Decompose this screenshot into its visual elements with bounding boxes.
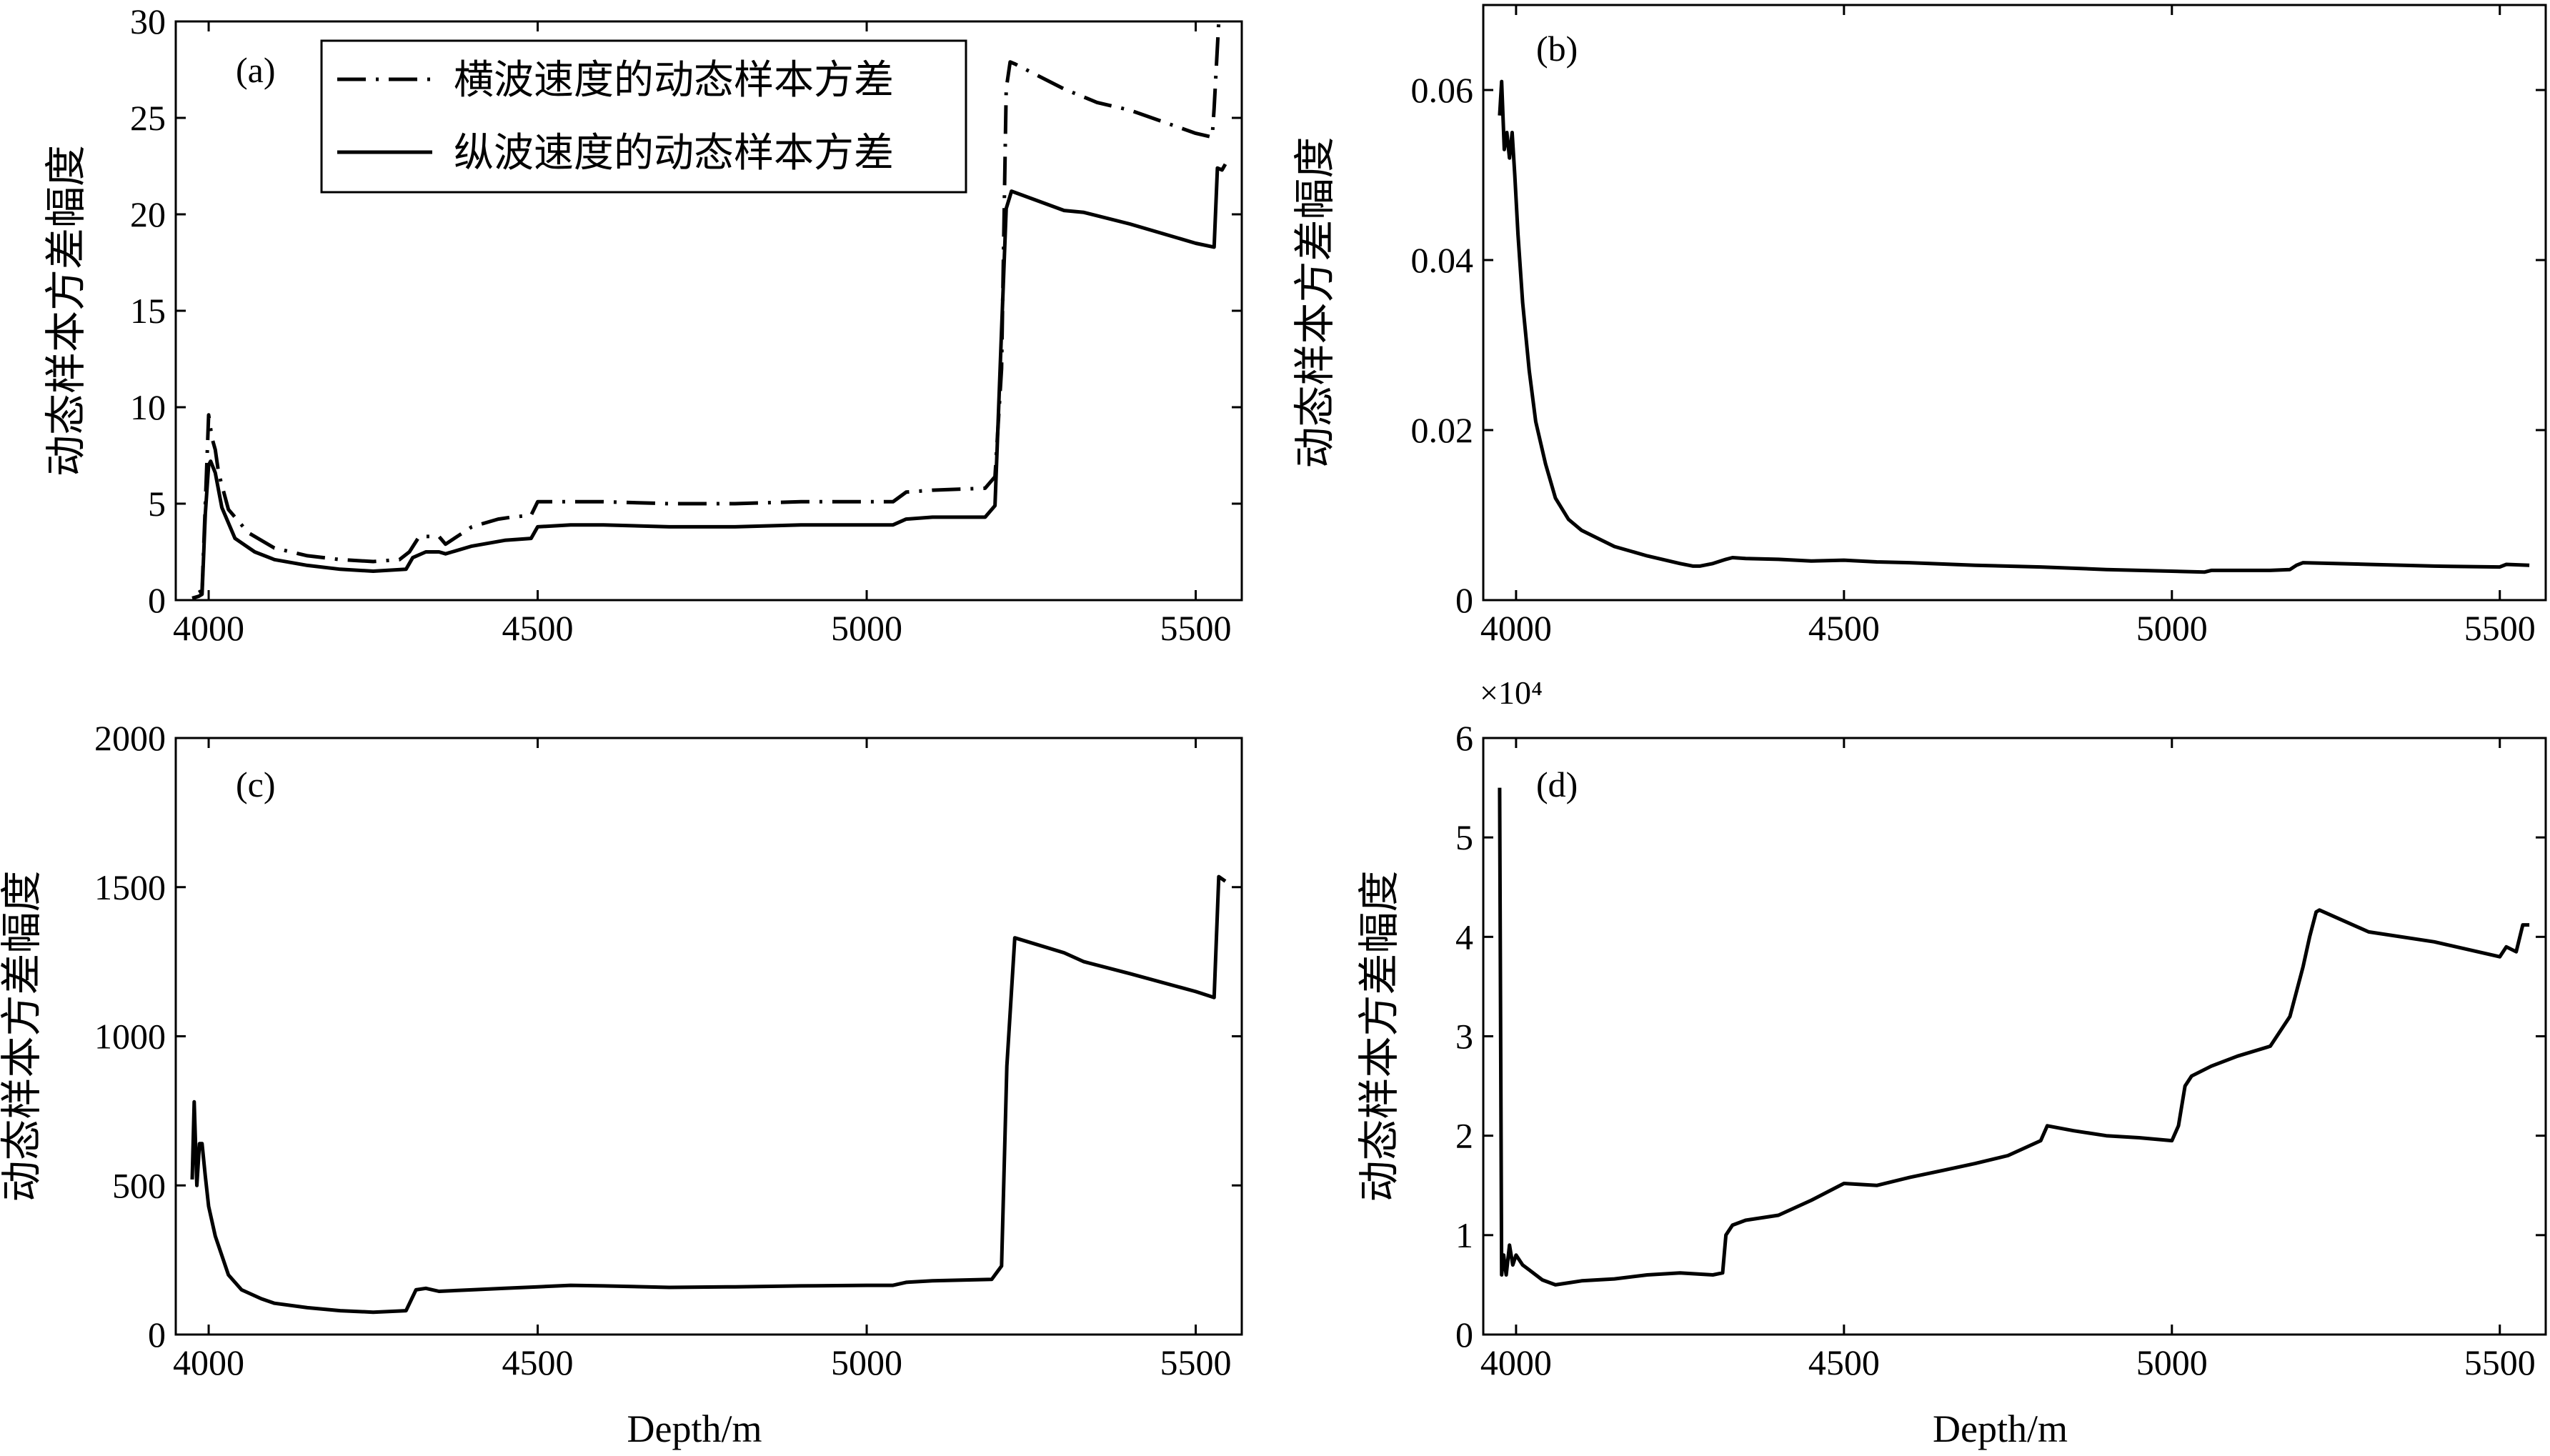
panel-c: 4000 4500 5000 5500 0 500 1000 1500 2000 (c) 动态样本方…: [0, 718, 1243, 1450]
panel-a: 4000 4500 5000 5500 0 5 10 15 20 25 30 (a) 动态样本方差幅度 横…: [41, 1, 1243, 648]
panel-d-ytick-label: 5: [1455, 817, 1473, 857]
panel-a-ytick-label: 5: [148, 484, 166, 524]
panel-a-xtick-label: 5000: [831, 608, 902, 648]
panel-b-xtick-label: 4000: [1480, 608, 1552, 648]
panel-d-series-1-line: [1498, 787, 2530, 1287]
panel-c-ytick-label: 1500: [94, 867, 166, 907]
panel-b-ytick-label: 0: [1455, 580, 1473, 620]
panel-b-ytick-label: 0.04: [1411, 240, 1474, 280]
panel-d-label: (d): [1536, 764, 1578, 804]
panel-b-xtick-label: 4500: [1808, 608, 1880, 648]
panel-d-xtick-label: 4000: [1480, 1342, 1552, 1382]
panel-b-series-1-line: [1498, 79, 2530, 574]
panel-b-label: (b): [1536, 29, 1578, 69]
panel-d-xtick-label: 4500: [1808, 1342, 1880, 1382]
panel-a-series-1-line: [197, 21, 1225, 594]
panel-a-ytick-label: 15: [130, 291, 166, 331]
panel-d-ylabel: 动态样本方差幅度: [1355, 870, 1403, 1202]
panel-d-ytick-label: 3: [1455, 1017, 1473, 1057]
panel-a-xtick-label: 4500: [502, 608, 574, 648]
panel-c-xtick-label: 4500: [502, 1342, 574, 1382]
panel-d-axes-frame: [1482, 737, 2547, 1336]
panel-c-ytick-label: 2000: [94, 718, 166, 758]
panel-a-ytick-label: 10: [130, 387, 166, 427]
panel-d-xtick-label: 5500: [2464, 1342, 2536, 1382]
panel-c-xlabel: Depth/m: [627, 1407, 762, 1450]
panel-c-label: (c): [236, 764, 276, 804]
panel-a-ytick-label: 20: [130, 194, 166, 234]
panel-a-series-2-line: [191, 163, 1227, 600]
panel-c-axes-frame: [174, 737, 1243, 1336]
legend-entry-2: 纵波速度的动态样本方差: [454, 130, 894, 176]
panel-d-ytick-label: 1: [1455, 1215, 1473, 1255]
panel-a-ylabel: 动态样本方差幅度: [41, 145, 90, 477]
panel-c-xtick-label: 5000: [831, 1342, 902, 1382]
panel-d-ytick-label: 2: [1455, 1116, 1473, 1156]
panel-a-ytick-label: 25: [130, 98, 166, 138]
panel-c-series-1-line: [190, 874, 1227, 1315]
panel-c-ytick-label: 500: [112, 1165, 166, 1205]
panel-a-label: (a): [236, 50, 276, 90]
panel-b-axes-frame: [1482, 4, 2547, 602]
panel-d: 4000 4500 5000 5500 0 1 2 3 4 5 6×10⁴ (d) 动态样本方差幅度 De…: [1355, 674, 2547, 1450]
panel-c-ylabel: 动态样本方差幅度: [0, 870, 46, 1202]
panel-d-ytick-label: 4: [1455, 917, 1473, 957]
panel-b: 4000 4500 5000 5500 0 0.02 0.04 0.06 (b) 动态样本方差幅度: [1290, 4, 2547, 648]
panel-a-ytick-label: 0: [148, 580, 166, 620]
panel-b-ytick-label: 0.02: [1411, 410, 1474, 450]
panel-d-xlabel: Depth/m: [1933, 1407, 2068, 1450]
panel-c-ytick-label: 0: [148, 1315, 166, 1355]
panel-c-xtick-label: 5500: [1160, 1342, 1232, 1382]
panel-d-y-exponent: ×10⁴: [1480, 674, 1543, 711]
panel-b-xtick-label: 5500: [2464, 608, 2536, 648]
panel-a-xtick-label: 4000: [173, 608, 244, 648]
panel-d-ytick-label: 6: [1455, 718, 1473, 758]
panel-d-ytick-label: 0: [1455, 1315, 1473, 1355]
panel-b-xtick-label: 5000: [2136, 608, 2208, 648]
panel-a-xtick-label: 5500: [1160, 608, 1232, 648]
panel-b-ylabel: 动态样本方差幅度: [1290, 136, 1339, 468]
panel-c-ytick-label: 1000: [94, 1017, 166, 1057]
panel-b-ytick-label: 0.06: [1411, 70, 1474, 110]
panel-c-xtick-label: 4000: [173, 1342, 244, 1382]
legend-entry-1: 横波速度的动态样本方差: [454, 57, 894, 104]
legend-box: [320, 39, 967, 194]
panel-a-ytick-label: 30: [130, 1, 166, 41]
panel-d-xtick-label: 5000: [2136, 1342, 2208, 1382]
